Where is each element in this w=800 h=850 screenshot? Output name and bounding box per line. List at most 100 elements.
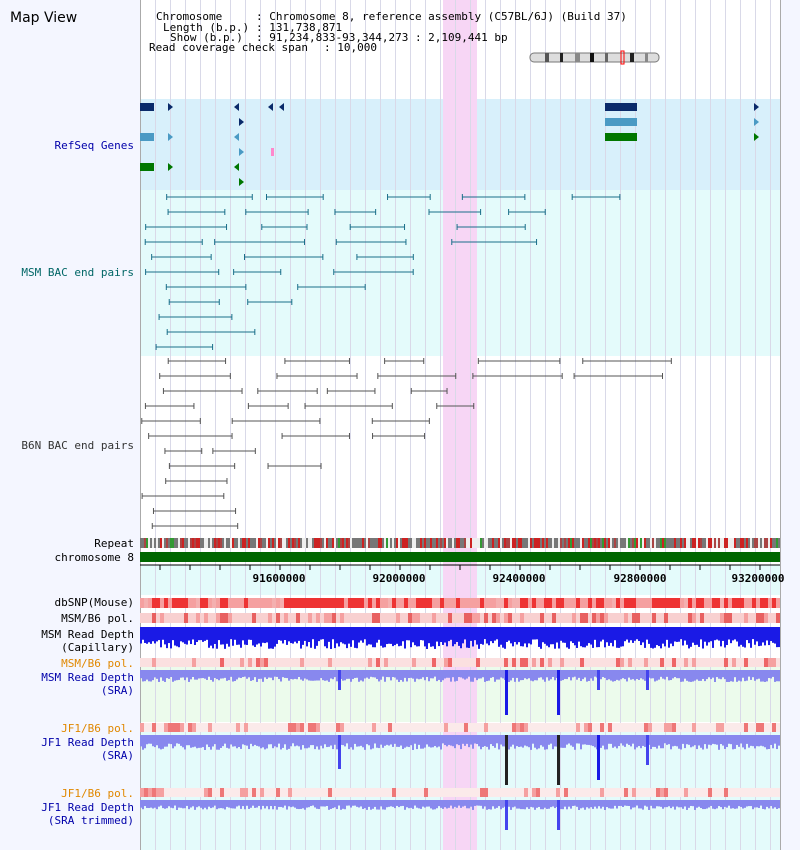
read-depth-bar (588, 670, 590, 681)
gene-feature (140, 103, 154, 111)
read-depth-bar (680, 735, 682, 750)
polymorphism-cell (636, 723, 640, 732)
track-label-jf1-b6-pol-1[interactable]: JF1/B6 pol. (61, 722, 134, 735)
read-depth-bar (156, 627, 158, 642)
track-label-msm-read-depth-cap[interactable]: MSM Read Depth (41, 628, 134, 641)
read-depth-bar (708, 670, 710, 678)
repeat-segment (234, 538, 236, 548)
read-depth-bar (670, 670, 672, 681)
polymorphism-cell (444, 598, 448, 608)
read-depth-bar (256, 800, 258, 808)
polymorphism-cell (512, 658, 516, 667)
read-depth-bar (496, 800, 498, 808)
read-depth-bar (708, 735, 710, 745)
read-depth-bar (764, 670, 766, 682)
repeat-segment (218, 538, 220, 548)
read-depth-bar (770, 627, 772, 642)
polymorphism-cell (156, 658, 160, 667)
read-depth-bar (424, 627, 426, 647)
track-label-chromosome[interactable]: chromosome 8 (54, 551, 134, 564)
repeat-segment (744, 538, 746, 548)
polymorphism-cell (580, 788, 584, 797)
polymorphism-cell (260, 788, 264, 797)
read-depth-bar (252, 670, 254, 681)
track-label-jf1-read-depth-trim[interactable]: JF1 Read Depth (41, 801, 134, 814)
read-depth-bar (390, 735, 392, 745)
polymorphism-cell (252, 598, 256, 608)
polymorphism-cell (348, 723, 352, 732)
polymorphism-cell (556, 788, 560, 797)
read-depth-bar (478, 627, 480, 649)
read-depth-bar (384, 627, 386, 648)
polymorphism-cell (176, 788, 180, 797)
track-label-jf1-b6-pol-2[interactable]: JF1/B6 pol. (61, 787, 134, 800)
track-label-b6n-bac[interactable]: B6N BAC end pairs (21, 439, 134, 452)
read-depth-bar (394, 670, 396, 678)
read-depth-bar (192, 627, 194, 640)
polymorphism-cell (568, 788, 572, 797)
polymorphism-cell (168, 658, 172, 667)
repeat-segment (318, 538, 320, 548)
polymorphism-cell (472, 658, 476, 667)
polymorphism-cell (684, 658, 688, 667)
track-label-msm-bac[interactable]: MSM BAC end pairs (21, 266, 134, 279)
read-depth-bar (400, 735, 402, 746)
read-depth-bar (574, 627, 576, 646)
track-label-jf1-read-depth-sra[interactable]: JF1 Read Depth (41, 736, 134, 749)
repeat-segment (250, 538, 252, 548)
polymorphism-cell (440, 613, 444, 623)
read-depth-bar (708, 627, 710, 643)
polymorphism-cell (696, 788, 700, 797)
read-depth-bar (224, 670, 226, 678)
read-depth-bar (304, 627, 306, 641)
polymorphism-cell (768, 598, 772, 608)
polymorphism-cell (692, 613, 696, 623)
repeat-segment (756, 538, 758, 548)
read-depth-bar (398, 627, 400, 647)
track-label-dbsnp[interactable]: dbSNP(Mouse) (54, 596, 134, 609)
read-depth-bar (320, 670, 322, 679)
coverage-value: : 10,000 (324, 41, 377, 54)
read-depth-bar (746, 670, 748, 681)
repeat-segment (576, 538, 578, 548)
polymorphism-cell (268, 788, 272, 797)
track-label-refseq[interactable]: RefSeq Genes (54, 139, 134, 152)
read-depth-bar (764, 627, 766, 646)
track-label-msm-read-depth-sra[interactable]: MSM Read Depth (41, 671, 134, 684)
repeat-segment (712, 538, 714, 548)
polymorphism-cell (592, 658, 596, 667)
polymorphism-cell (552, 613, 556, 623)
polymorphism-cell (424, 598, 428, 608)
track-label-msm-b6-pol-1[interactable]: MSM/B6 pol. (61, 612, 134, 625)
polymorphism-cell (688, 658, 692, 667)
polymorphism-cell (532, 723, 536, 732)
polymorphism-cell (580, 613, 584, 623)
polymorphism-cell (312, 723, 316, 732)
polymorphism-cell (596, 598, 600, 608)
read-depth-bar (676, 735, 678, 747)
polymorphism-cell (696, 613, 700, 623)
read-depth-bar (498, 735, 500, 750)
gene-arrow (239, 118, 244, 126)
read-depth-bar (234, 800, 236, 809)
read-depth-bar (294, 627, 296, 642)
read-depth-bar (744, 670, 746, 682)
track-label-msm-b6-pol-2[interactable]: MSM/B6 pol. (61, 657, 134, 670)
track-label-repeat[interactable]: Repeat (94, 537, 134, 550)
read-depth-bar (630, 627, 632, 641)
repeat-segment (460, 538, 462, 548)
polymorphism-cell (416, 598, 420, 608)
read-depth-bar (656, 800, 658, 807)
polymorphism-cell (488, 598, 492, 608)
read-depth-bar (568, 800, 570, 807)
polymorphism-cell (532, 613, 536, 623)
repeat-segment (388, 538, 390, 548)
polymorphism-cell (316, 723, 320, 732)
read-depth-bar (536, 670, 538, 681)
polymorphism-cell (616, 723, 620, 732)
read-depth-bar (374, 627, 376, 648)
read-depth-bar (182, 735, 184, 748)
repeat-segment (316, 538, 318, 548)
read-depth-bar (738, 670, 740, 681)
